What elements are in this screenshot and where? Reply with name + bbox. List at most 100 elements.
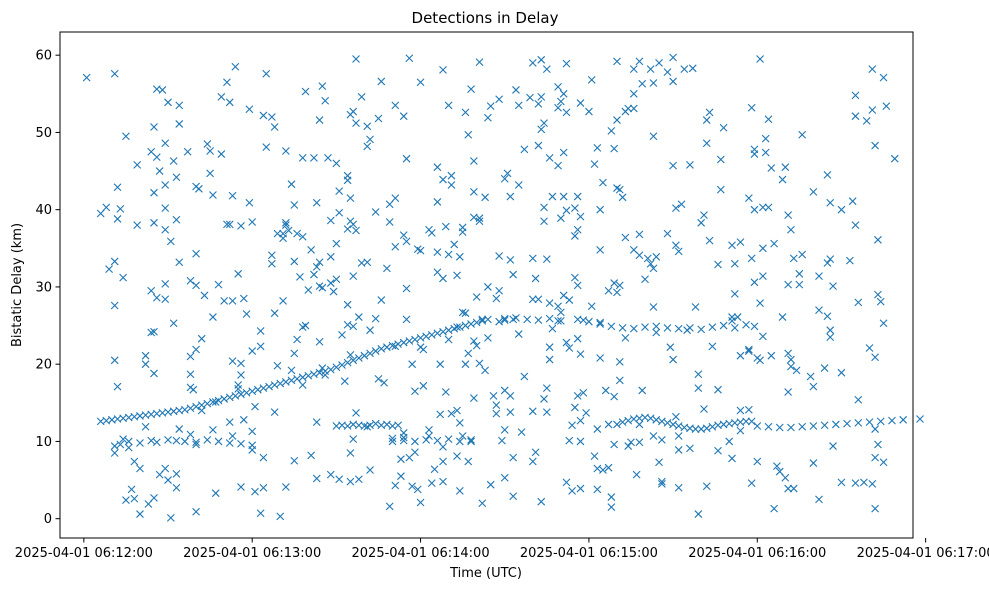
- scatter-point: [467, 437, 475, 446]
- scatter-point: [343, 171, 352, 180]
- scatter-point: [663, 419, 672, 427]
- scatter-point: [716, 185, 725, 194]
- scatter-point: [273, 229, 282, 238]
- scatter-point: [509, 270, 518, 279]
- scatter-point: [826, 198, 835, 207]
- scatter-point: [714, 260, 722, 269]
- scatter-point: [259, 453, 268, 462]
- scatter-point: [209, 425, 217, 434]
- scatter-point: [122, 496, 130, 505]
- scatter-point: [310, 154, 318, 162]
- scatter-point: [394, 421, 402, 430]
- scatter-point: [635, 438, 644, 447]
- scatter-point: [326, 216, 335, 225]
- scatter-point: [618, 193, 627, 202]
- scatter-point: [436, 360, 445, 369]
- scatter-point: [335, 187, 344, 196]
- scatter-point: [565, 344, 574, 352]
- scatter-point: [506, 256, 515, 264]
- scatter-point: [200, 291, 209, 300]
- scatter-point: [346, 194, 355, 202]
- scatter-point: [464, 349, 473, 358]
- scatter-point: [537, 55, 546, 64]
- scatter-point: [136, 439, 144, 447]
- scatter-point: [237, 222, 245, 230]
- scatter-point: [890, 154, 899, 163]
- scatter-point: [520, 145, 529, 154]
- scatter-point: [155, 470, 164, 479]
- scatter-point: [245, 105, 254, 114]
- scatter-point: [105, 265, 113, 274]
- scatter-point: [234, 385, 243, 393]
- scatter-point: [248, 347, 257, 355]
- scatter-point: [287, 376, 296, 385]
- scatter-point: [385, 200, 394, 209]
- scatter-point: [641, 275, 649, 284]
- scatter-point: [730, 289, 739, 298]
- scatter-point: [433, 248, 442, 257]
- scatter-point: [674, 247, 683, 256]
- scatter-point: [186, 352, 195, 361]
- scatter-point: [556, 317, 565, 325]
- scatter-point: [354, 475, 363, 484]
- scatter-point: [806, 372, 815, 381]
- scatter-point: [851, 91, 860, 100]
- scatter-point: [545, 154, 554, 162]
- scatter-point: [262, 143, 271, 151]
- scatter-point: [150, 327, 158, 336]
- y-tick-label: 0: [44, 512, 52, 527]
- scatter-point: [537, 497, 546, 506]
- scatter-point: [868, 480, 877, 488]
- scatter-point: [450, 240, 459, 249]
- scatter-point: [506, 391, 515, 400]
- scatter-point: [399, 112, 408, 121]
- scatter-point: [621, 334, 630, 342]
- scatter-point: [228, 357, 237, 365]
- scatter-point: [326, 252, 335, 261]
- scatter-point: [242, 388, 251, 397]
- scatter-point: [613, 184, 621, 192]
- scatter-point: [447, 171, 456, 180]
- scatter-point: [742, 417, 750, 426]
- scatter-point: [744, 345, 753, 354]
- scatter-point: [310, 370, 318, 379]
- scatter-point: [562, 338, 571, 347]
- scatter-point: [758, 203, 767, 212]
- scatter-point: [787, 362, 795, 371]
- scatter-point: [312, 262, 321, 271]
- scatter-point: [686, 444, 694, 453]
- scatter-point: [728, 317, 736, 325]
- scatter-point: [736, 426, 745, 435]
- scatter-point: [753, 422, 762, 430]
- scatter-point: [632, 470, 641, 479]
- scatter-point: [186, 276, 195, 285]
- scatter-point: [439, 65, 447, 74]
- scatter-point: [607, 503, 616, 511]
- scatter-point: [147, 286, 156, 295]
- scatter-point: [377, 296, 386, 304]
- scatter-point: [554, 161, 562, 170]
- scatter-point: [579, 316, 588, 325]
- scatter-point: [133, 160, 142, 169]
- x-tick-label: 2025-04-01 06:12:00: [15, 546, 153, 561]
- scatter-point: [694, 370, 703, 379]
- scatter-point: [397, 472, 405, 481]
- scatter-point: [484, 315, 492, 324]
- scatter-point: [312, 418, 321, 427]
- scatter-point: [225, 393, 234, 402]
- scatter-point: [686, 160, 694, 169]
- scatter-point: [150, 123, 158, 131]
- scatter-point: [728, 454, 736, 463]
- scatter-point: [343, 320, 352, 329]
- scatter-point: [638, 79, 647, 88]
- scatter-point: [590, 452, 599, 460]
- scatter-point: [439, 457, 447, 466]
- scatter-point: [646, 65, 655, 73]
- scatter-point: [767, 351, 776, 360]
- scatter-point: [161, 204, 170, 213]
- scatter-point: [166, 237, 175, 246]
- scatter-point: [169, 319, 178, 328]
- scatter-point: [326, 279, 335, 287]
- scatter-point: [559, 148, 568, 157]
- scatter-point: [702, 482, 711, 491]
